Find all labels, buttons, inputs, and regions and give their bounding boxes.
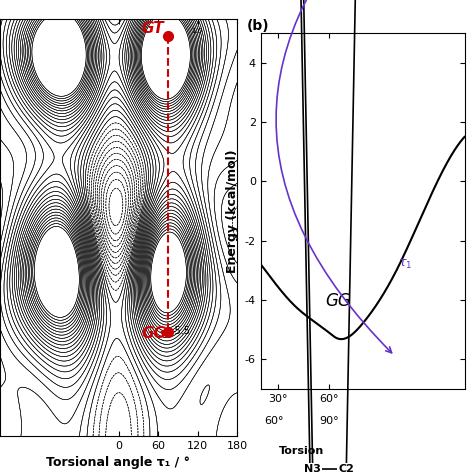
Text: N3: N3: [304, 464, 321, 474]
Text: -5.5: -5.5: [171, 326, 190, 336]
Text: 90°: 90°: [319, 416, 338, 426]
Y-axis label: Energy (kcal/mol): Energy (kcal/mol): [226, 149, 239, 273]
Text: GG: GG: [142, 326, 166, 341]
Text: 60°: 60°: [264, 416, 284, 426]
X-axis label: Torsional angle τ₁ / °: Torsional angle τ₁ / °: [46, 456, 191, 469]
Text: C2: C2: [338, 464, 354, 474]
Text: Torsion: Torsion: [279, 446, 324, 456]
Text: 1.0: 1.0: [191, 28, 202, 34]
Text: GG: GG: [325, 292, 351, 310]
Text: GT: GT: [142, 21, 164, 36]
Text: $\tau_1$: $\tau_1$: [398, 258, 412, 271]
Text: (b): (b): [246, 19, 269, 33]
